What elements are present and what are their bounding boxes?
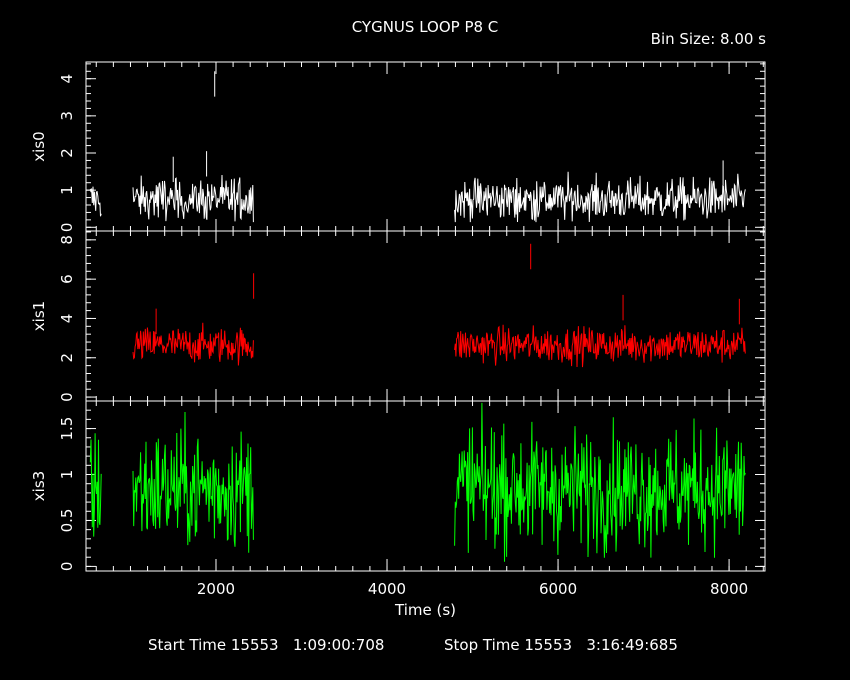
series-line-xis3: [89, 402, 746, 562]
y-tick-label: 0: [58, 562, 76, 572]
y-tick-label: 2: [58, 353, 76, 363]
panel-frame-xis3: [85, 400, 766, 572]
y-tick-label: 3: [58, 111, 76, 121]
series-line-xis1: [132, 322, 746, 368]
panel-frame-xis1: [85, 230, 766, 402]
y-tick-label: 4: [58, 314, 76, 324]
bin-size-label: Bin Size: 8.00 s: [650, 30, 766, 48]
panel-ylabel-xis0: xis0: [30, 131, 48, 161]
series-xis1: [132, 243, 746, 368]
series-xis3: [89, 402, 746, 562]
x-tick-label: 8000: [710, 580, 748, 598]
panel-ylabel-xis1: xis1: [30, 301, 48, 331]
chart-title: CYGNUS LOOP P8 C: [351, 18, 499, 36]
x-tick-label: 2000: [197, 580, 235, 598]
y-tick-label: 2: [58, 148, 76, 158]
y-tick-label: 6: [58, 274, 76, 284]
y-tick-label: 1.5: [58, 417, 76, 441]
y-tick-label: 0: [58, 392, 76, 402]
y-tick-label: 4: [58, 74, 76, 84]
panel-ylabel-xis3: xis3: [30, 471, 48, 501]
series-xis0: [89, 71, 746, 223]
y-tick-label: 0.5: [58, 509, 76, 533]
x-tick-label: 6000: [539, 580, 577, 598]
y-tick-label: 0: [58, 223, 76, 233]
x-tick-label: 4000: [368, 580, 406, 598]
y-tick-label: 8: [58, 235, 76, 245]
x-axis-label: Time (s): [394, 601, 456, 619]
start-time-label: Start Time 15553 1:09:00:708: [148, 636, 385, 654]
series-line-xis0: [89, 171, 746, 223]
y-tick-label: 1: [58, 185, 76, 195]
y-tick-label: 1: [58, 470, 76, 480]
panel-frame-xis0: [85, 61, 766, 232]
stop-time-label: Stop Time 15553 3:16:49:685: [444, 636, 678, 654]
